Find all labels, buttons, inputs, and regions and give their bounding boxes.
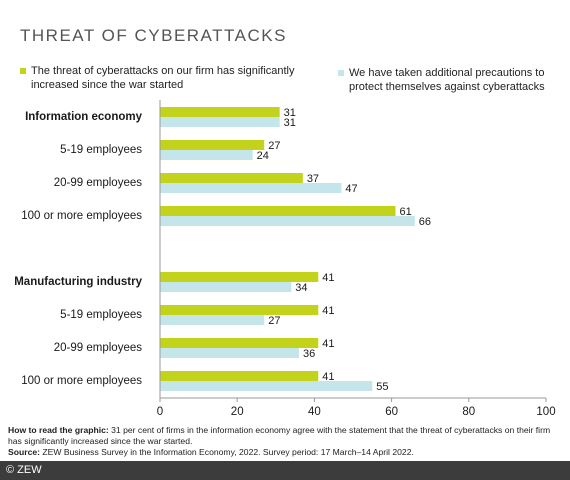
data-label: 41 xyxy=(322,272,334,284)
source-text: ZEW Business Survey in the Information E… xyxy=(40,447,414,457)
legend-swatch-threat xyxy=(20,68,26,74)
copyright-footer: © ZEW xyxy=(0,461,570,480)
bar xyxy=(160,348,299,358)
bar xyxy=(160,381,373,391)
legend-item-precautions: We have taken additional precautions to … xyxy=(338,66,563,94)
how-to-read-text: 31 per cent of firms in the information … xyxy=(8,425,551,446)
chart-notes: How to read the graphic: 31 per cent of … xyxy=(8,425,563,458)
x-tick-label: 80 xyxy=(462,406,475,418)
bar xyxy=(160,272,319,282)
legend-item-threat: The threat of cyberattacks on our firm h… xyxy=(20,64,310,92)
x-tick-label: 20 xyxy=(231,406,244,418)
source-note: Source: ZEW Business Survey in the Infor… xyxy=(8,447,563,458)
data-label: 36 xyxy=(303,348,315,360)
data-label: 34 xyxy=(295,282,307,294)
category-label: Manufacturing industry xyxy=(14,276,142,288)
data-label: 41 xyxy=(322,371,334,383)
category-label: 20-99 employees xyxy=(54,342,142,354)
bar xyxy=(160,305,319,315)
category-label: 100 or more employees xyxy=(21,375,142,387)
source-label: Source: xyxy=(8,447,40,457)
legend-swatch-precautions xyxy=(338,70,344,76)
category-label: 100 or more employees xyxy=(21,210,142,222)
bar xyxy=(160,216,415,226)
bar xyxy=(160,173,303,183)
bar xyxy=(160,315,265,325)
bar xyxy=(160,150,253,160)
data-label: 24 xyxy=(257,150,269,162)
chart-title: THREAT OF CYBERATTACKS xyxy=(20,26,287,45)
data-label: 55 xyxy=(376,381,388,393)
legend-label-precautions: We have taken additional precautions to … xyxy=(349,67,545,93)
bar xyxy=(160,371,319,381)
x-tick-label: 100 xyxy=(536,406,555,418)
legend-label-threat: The threat of cyberattacks on our firm h… xyxy=(31,65,295,91)
category-label: Information economy xyxy=(25,111,143,123)
bar xyxy=(160,117,280,127)
bar xyxy=(160,107,280,117)
data-label: 27 xyxy=(268,140,280,152)
category-label: 5-19 employees xyxy=(60,309,142,321)
x-tick-label: 60 xyxy=(385,406,398,418)
bar xyxy=(160,183,342,193)
category-label: 5-19 employees xyxy=(60,144,142,156)
data-label: 27 xyxy=(268,315,280,327)
bar xyxy=(160,338,319,348)
data-label: 66 xyxy=(419,216,431,228)
x-tick-label: 0 xyxy=(157,406,163,418)
data-label: 61 xyxy=(399,206,411,218)
how-to-read-label: How to read the graphic: xyxy=(8,425,109,435)
data-label: 37 xyxy=(307,173,319,185)
data-label: 41 xyxy=(322,305,334,317)
data-label: 31 xyxy=(284,107,296,119)
how-to-read-note: How to read the graphic: 31 per cent of … xyxy=(8,425,563,447)
bar xyxy=(160,140,265,150)
data-label: 41 xyxy=(322,338,334,350)
bar xyxy=(160,206,396,216)
data-label: 31 xyxy=(284,117,296,129)
x-tick-label: 40 xyxy=(308,406,321,418)
category-label: 20-99 employees xyxy=(54,177,142,189)
data-label: 47 xyxy=(345,183,357,195)
bar xyxy=(160,282,292,292)
